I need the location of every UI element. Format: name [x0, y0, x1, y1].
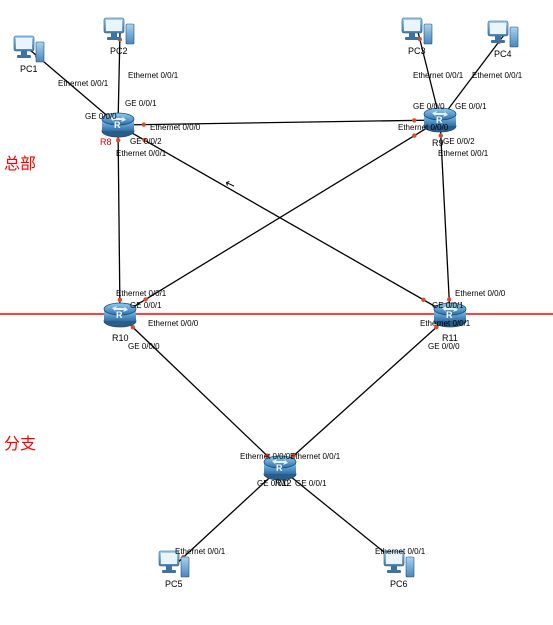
router-label-r10: R10 [112, 333, 129, 343]
zone-label-hq: 总部 [4, 150, 36, 174]
port-label: Ethernet 0/0/1 [413, 72, 463, 80]
port-label: GE 0/0/0 [128, 343, 160, 351]
port-label: Ethernet 0/0/1 [116, 150, 166, 158]
port-label: GE 0/0/0 [413, 103, 445, 111]
port-label: GE 0/0/0 [428, 343, 460, 351]
router-label-r9: R9 [432, 138, 444, 148]
port-label: Ethernet 0/0/0 [398, 124, 448, 132]
port-label: GE 0/0/1 [295, 480, 327, 488]
port-label: Ethernet 0/0/0 [150, 124, 200, 132]
zone-label-branch: 分支 [4, 430, 36, 454]
port-label: Ethernet 0/0/1 [58, 80, 108, 88]
svg-text:R: R [116, 310, 123, 320]
pc-pc3[interactable] [402, 18, 432, 44]
port-label: GE 0/0/1 [455, 103, 487, 111]
pc-label-pc1: PC1 [20, 64, 38, 74]
pc-label-pc3: PC3 [408, 46, 426, 56]
pc-label-pc6: PC6 [390, 579, 408, 589]
port-label: GE 0/0/2 [130, 138, 162, 146]
router-label-r8: R8 [100, 137, 112, 147]
router-label-r11: R11 [442, 333, 458, 343]
pc-pc4[interactable] [488, 21, 518, 47]
link-r10-r12 [120, 315, 280, 468]
port-label: Ethernet 0/0/0 [240, 453, 290, 461]
svg-text:R: R [114, 120, 121, 130]
pc-label-pc4: PC4 [494, 49, 512, 59]
port-label: Ethernet 0/0/1 [472, 72, 522, 80]
port-label: Ethernet 0/0/1 [420, 320, 470, 328]
port-label: Ethernet 0/0/1 [375, 548, 425, 556]
topology-canvas: RRRRR [0, 0, 553, 625]
pc-label-pc2: PC2 [110, 46, 128, 56]
port-label: Ethernet 0/0/0 [455, 290, 505, 298]
link-r9-r10 [120, 120, 440, 315]
port-label: GE 0/0/1 [130, 302, 162, 310]
link-r11-r12 [280, 315, 450, 468]
pc-pc1[interactable] [14, 36, 44, 62]
port-label: GE 0/0/0 [85, 113, 117, 121]
pc-label-pc5: PC5 [165, 579, 183, 589]
port-label: Ethernet 0/0/1 [128, 72, 178, 80]
svg-text:R: R [276, 463, 283, 473]
extra-label-0: R12 [275, 478, 292, 488]
port-label: Ethernet 0/0/0 [148, 320, 198, 328]
port-label: Ethernet 0/0/1 [175, 548, 225, 556]
port-label: Ethernet 0/0/1 [290, 453, 340, 461]
port-label: GE 0/0/2 [443, 138, 475, 146]
port-label: GE 0/0/1 [125, 100, 157, 108]
port-label: GE 0/0/1 [432, 302, 464, 310]
port-label: Ethernet 0/0/1 [438, 150, 488, 158]
port-label: Ethernet 0/0/1 [116, 290, 166, 298]
